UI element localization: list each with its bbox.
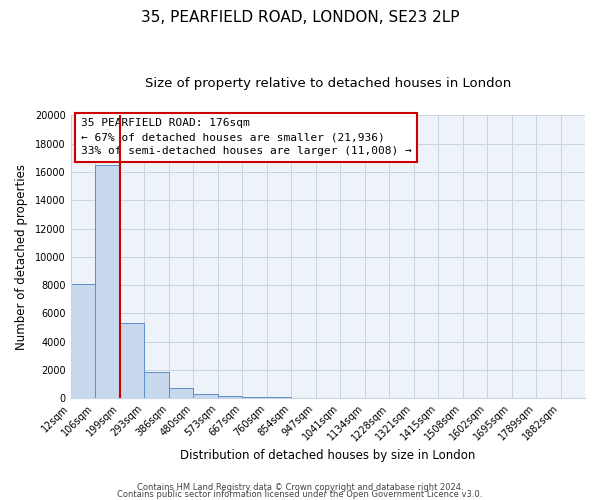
Bar [119,324,144,398]
Title: Size of property relative to detached houses in London: Size of property relative to detached ho… [145,78,511,90]
Bar [218,396,242,398]
Text: 35 PEARFIELD ROAD: 176sqm
← 67% of detached houses are smaller (21,936)
33% of s: 35 PEARFIELD ROAD: 176sqm ← 67% of detac… [81,118,412,156]
Text: Contains public sector information licensed under the Open Government Licence v3: Contains public sector information licen… [118,490,482,499]
Text: Contains HM Land Registry data © Crown copyright and database right 2024.: Contains HM Land Registry data © Crown c… [137,484,463,492]
X-axis label: Distribution of detached houses by size in London: Distribution of detached houses by size … [180,450,475,462]
Bar [242,397,266,398]
Text: 35, PEARFIELD ROAD, LONDON, SE23 2LP: 35, PEARFIELD ROAD, LONDON, SE23 2LP [141,10,459,25]
Y-axis label: Number of detached properties: Number of detached properties [15,164,28,350]
Bar [169,388,193,398]
Bar [95,165,119,398]
Bar [71,284,95,399]
Bar [144,372,169,398]
Bar [193,394,218,398]
